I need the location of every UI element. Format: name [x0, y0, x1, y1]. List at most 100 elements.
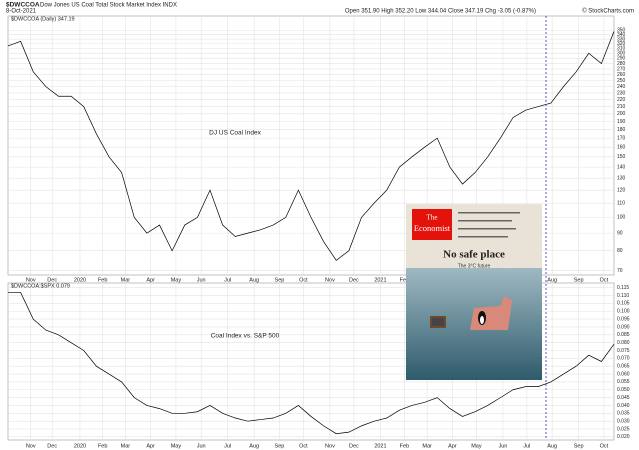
- y-tick-label: 180: [617, 127, 626, 133]
- y-tick-label: 190: [617, 119, 626, 125]
- y-tick-label: 0.105: [617, 301, 630, 307]
- subhead: The 3°C future: [458, 263, 491, 269]
- x-tick-label: Sep: [574, 443, 584, 449]
- x-tick-label: Sep: [574, 277, 584, 283]
- x-tick-label: Nov: [325, 277, 335, 283]
- y-tick-label: 260: [617, 72, 626, 78]
- y-tick-label: 200: [617, 111, 626, 117]
- x-tick-label: May: [171, 443, 182, 449]
- x-tick-label: May: [171, 277, 182, 283]
- x-tick-label: Jul: [523, 443, 530, 449]
- x-tick-label: Jun: [498, 443, 507, 449]
- x-tick-label: Mar: [121, 443, 131, 449]
- annotation: DJ US Coal Index: [209, 130, 261, 137]
- y-tick-label: 0.085: [617, 332, 630, 338]
- legend: $DWCCOA (Daily) 347.19: [11, 16, 75, 22]
- magazine-cover: The Economist No safe place The 3°C futu…: [406, 204, 542, 380]
- y-tick-label: 150: [617, 154, 626, 160]
- index-name: Dow Jones US Coal Total Stock Market Ind…: [40, 3, 177, 9]
- y-tick-label: 160: [617, 145, 626, 151]
- x-tick-label: 2021: [374, 443, 386, 449]
- x-tick-label: 2020: [74, 277, 86, 283]
- price-line: [8, 292, 615, 435]
- x-tick-label: Apr: [146, 277, 155, 283]
- x-tick-label: Dec: [349, 277, 359, 283]
- y-tick-label: 140: [617, 164, 626, 170]
- x-tick-label: Jul: [224, 443, 231, 449]
- x-tick-label: Nov: [325, 443, 335, 449]
- x-tick-label: Apr: [448, 443, 457, 449]
- x-tick-label: Feb: [400, 277, 409, 283]
- x-tick-label: Sep: [275, 443, 285, 449]
- x-tick-label: Dec: [47, 443, 57, 449]
- y-tick-label: 240: [617, 84, 626, 90]
- x-tick-label: Aug: [249, 277, 259, 283]
- y-tick-label: 0.035: [617, 411, 630, 417]
- headline: No safe place: [443, 249, 505, 261]
- masthead-box: [412, 209, 452, 240]
- x-tick-label: Oct: [299, 277, 308, 283]
- symbol: $DWCCOA: [6, 2, 40, 9]
- x-tick-label: Feb: [98, 443, 107, 449]
- y-tick-label: 120: [617, 187, 626, 193]
- price-line: [7, 31, 615, 261]
- y-tick-label: 290: [617, 56, 626, 62]
- x-tick-label: Oct: [600, 443, 609, 449]
- annotation: Coal Index vs. S&P 500: [211, 333, 280, 340]
- x-tick-label: Nov: [26, 443, 36, 449]
- y-tick-label: 310: [617, 46, 626, 52]
- y-tick-label: 0.095: [617, 316, 630, 322]
- y-tick-label: 0.030: [617, 418, 630, 424]
- x-tick-label: Feb: [98, 277, 107, 283]
- y-tick-label: 0.065: [617, 364, 630, 370]
- x-tick-label: 2020: [74, 443, 86, 449]
- x-tick-label: 2021: [374, 277, 386, 283]
- y-tick-label: 90: [617, 230, 623, 236]
- y-tick-label: 130: [617, 176, 626, 182]
- y-tick-label: 300: [617, 51, 626, 57]
- x-tick-label: Mar: [422, 443, 432, 449]
- x-tick-label: Jun: [197, 443, 206, 449]
- y-tick-label: 230: [617, 90, 626, 96]
- y-tick-label: 0.075: [617, 348, 630, 354]
- cover-teasers: [458, 212, 520, 238]
- x-tick-label: Mar: [121, 277, 131, 283]
- y-tick-label: 0.115: [617, 285, 629, 291]
- y-tick-label: 330: [617, 36, 626, 42]
- y-tick-label: 340: [617, 32, 626, 38]
- tv-screen: [432, 318, 444, 326]
- x-tick-label: Oct: [600, 277, 609, 283]
- x-tick-label: Aug: [547, 443, 557, 449]
- y-tick-label: 0.060: [617, 371, 630, 377]
- y-tick-label: 110: [617, 200, 625, 206]
- y-tick-label: 210: [617, 104, 626, 110]
- y-tick-label: 0.090: [617, 324, 630, 330]
- y-tick-label: 320: [617, 41, 626, 47]
- y-tick-label: 220: [617, 97, 626, 103]
- masthead: Economist: [414, 223, 451, 233]
- y-tick-label: 0.050: [617, 387, 630, 393]
- y-tick-label: 0.080: [617, 340, 630, 346]
- y-tick-label: 0.070: [617, 356, 630, 362]
- y-tick-label: 0.100: [617, 309, 630, 315]
- x-tick-label: Dec: [47, 277, 57, 283]
- date: 8-Oct-2021: [6, 9, 37, 15]
- y-tick-label: 0.020: [617, 434, 630, 440]
- x-tick-label: Aug: [249, 443, 259, 449]
- x-tick-label: May: [471, 443, 482, 449]
- penguin-belly: [480, 316, 484, 324]
- y-tick-label: 280: [617, 61, 626, 67]
- y-tick-label: 100: [617, 215, 626, 221]
- x-tick-label: Jul: [224, 277, 231, 283]
- y-tick-label: 270: [617, 66, 626, 72]
- y-tick-label: 80: [617, 248, 623, 254]
- x-tick-label: Dec: [349, 443, 359, 449]
- masthead: The: [427, 214, 438, 222]
- x-tick-label: Aug: [547, 277, 557, 283]
- x-tick-label: Oct: [299, 443, 308, 449]
- quote: Open 351.90 High 352.20 Low 344.04 Close…: [345, 9, 536, 15]
- y-tick-label: 0.110: [617, 293, 629, 299]
- y-tick-label: 0.055: [617, 379, 630, 385]
- y-tick-label: 70: [617, 268, 623, 274]
